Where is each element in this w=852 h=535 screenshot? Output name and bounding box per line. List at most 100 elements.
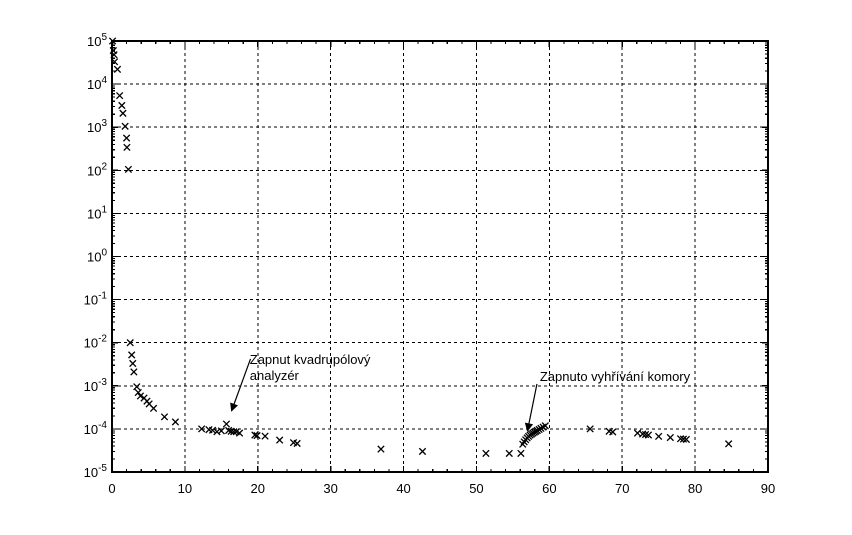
y-tick-label: 102 [87, 161, 107, 178]
x-tick-label: 70 [615, 481, 629, 496]
data-marker [128, 351, 136, 359]
data-marker [586, 425, 594, 433]
data-marker [261, 432, 269, 440]
x-tick-label: 0 [108, 481, 115, 496]
data-marker [377, 445, 385, 453]
x-tick-label: 80 [688, 481, 702, 496]
y-tick-exponent: -5 [98, 463, 107, 474]
data-marker [275, 436, 284, 444]
y-tick-exponent: -1 [98, 291, 107, 302]
data-marker [293, 439, 301, 448]
data-marker [108, 37, 117, 45]
y-tick-label: 10-1 [84, 291, 108, 308]
y-tick-base: 10 [84, 422, 98, 437]
y-tick-base: 10 [87, 120, 101, 135]
x-tick-label: 50 [469, 481, 483, 496]
data-marker [126, 339, 134, 347]
data-marker [609, 428, 617, 436]
data-marker [418, 447, 427, 456]
y-tick-label: 101 [87, 204, 107, 221]
data-marker [197, 425, 206, 433]
x-tick-label: 90 [761, 481, 775, 496]
data-marker [115, 91, 124, 100]
data-marker [171, 418, 180, 426]
data-marker [136, 392, 145, 400]
data-marker [133, 383, 141, 391]
data-marker [217, 427, 225, 435]
y-tick-label: 105 [87, 32, 107, 49]
data-marker [724, 440, 733, 448]
x-tick-label: 20 [251, 481, 265, 496]
y-tick-base: 10 [84, 465, 98, 480]
y-tick-base: 10 [87, 206, 101, 221]
data-marker [676, 435, 685, 443]
data-marker [130, 368, 138, 376]
annotation-text: Zapnut kvadrupólový [250, 352, 371, 367]
y-tick-label: 104 [87, 75, 107, 92]
y-tick-exponent: 5 [101, 32, 107, 43]
y-tick-base: 10 [87, 163, 101, 178]
data-marker [679, 435, 688, 443]
data-marker [119, 109, 127, 117]
y-tick-exponent: -3 [98, 377, 107, 388]
annotation-arrow [524, 383, 538, 432]
x-tick-label: 10 [178, 481, 192, 496]
data-marker [666, 433, 674, 442]
y-tick-exponent: 0 [101, 248, 107, 259]
data-marker [129, 359, 137, 368]
data-marker [121, 122, 129, 130]
data-marker [124, 165, 133, 174]
data-marker [118, 101, 126, 110]
y-tick-exponent: 4 [101, 75, 107, 86]
data-marker [251, 431, 259, 439]
data-marker [208, 426, 217, 434]
data-marker [541, 422, 549, 430]
y-tick-label: 100 [87, 248, 107, 265]
data-series [108, 37, 733, 458]
x-tick-label: 40 [396, 481, 410, 496]
x-tick-label: 60 [542, 481, 556, 496]
annotation-text: analyzér [250, 368, 300, 383]
data-marker [682, 435, 691, 444]
y-tick-label: 10-4 [84, 420, 108, 437]
data-marker [110, 51, 118, 59]
y-tick-base: 10 [84, 293, 98, 308]
y-tick-base: 10 [87, 77, 101, 92]
data-marker [235, 429, 244, 437]
y-tick-label: 103 [87, 118, 107, 135]
y-tick-label: 10-2 [84, 334, 108, 351]
data-marker [110, 58, 119, 66]
data-marker [123, 143, 131, 152]
data-marker [160, 413, 169, 421]
y-tick-exponent: -4 [98, 420, 107, 431]
data-marker [505, 449, 513, 458]
data-marker [230, 428, 238, 436]
plot-border [111, 40, 769, 473]
y-tick-base: 10 [84, 379, 98, 394]
annotation-arrow [230, 358, 252, 412]
annotation-text: Zapnuto vyhřívání komory [540, 369, 691, 384]
data-marker [644, 431, 653, 439]
y-tick-base: 10 [87, 34, 101, 49]
data-marker [253, 431, 261, 440]
y-tick-label: 10-5 [84, 463, 108, 480]
y-tick-exponent: 3 [101, 118, 107, 129]
y-tick-exponent: -2 [98, 334, 107, 345]
y-tick-label: 10-3 [84, 377, 108, 394]
grid [112, 41, 768, 472]
data-marker [149, 404, 158, 412]
data-marker [655, 432, 663, 441]
data-marker [517, 449, 525, 458]
y-tick-base: 10 [84, 336, 98, 351]
y-tick-base: 10 [87, 250, 101, 265]
data-marker [113, 65, 122, 74]
data-marker [222, 420, 231, 428]
y-tick-exponent: 2 [101, 161, 107, 172]
x-tick-label: 30 [323, 481, 337, 496]
data-marker [134, 388, 142, 397]
y-tick-exponent: 1 [101, 204, 107, 215]
data-marker [482, 449, 490, 458]
data-marker [122, 134, 131, 142]
